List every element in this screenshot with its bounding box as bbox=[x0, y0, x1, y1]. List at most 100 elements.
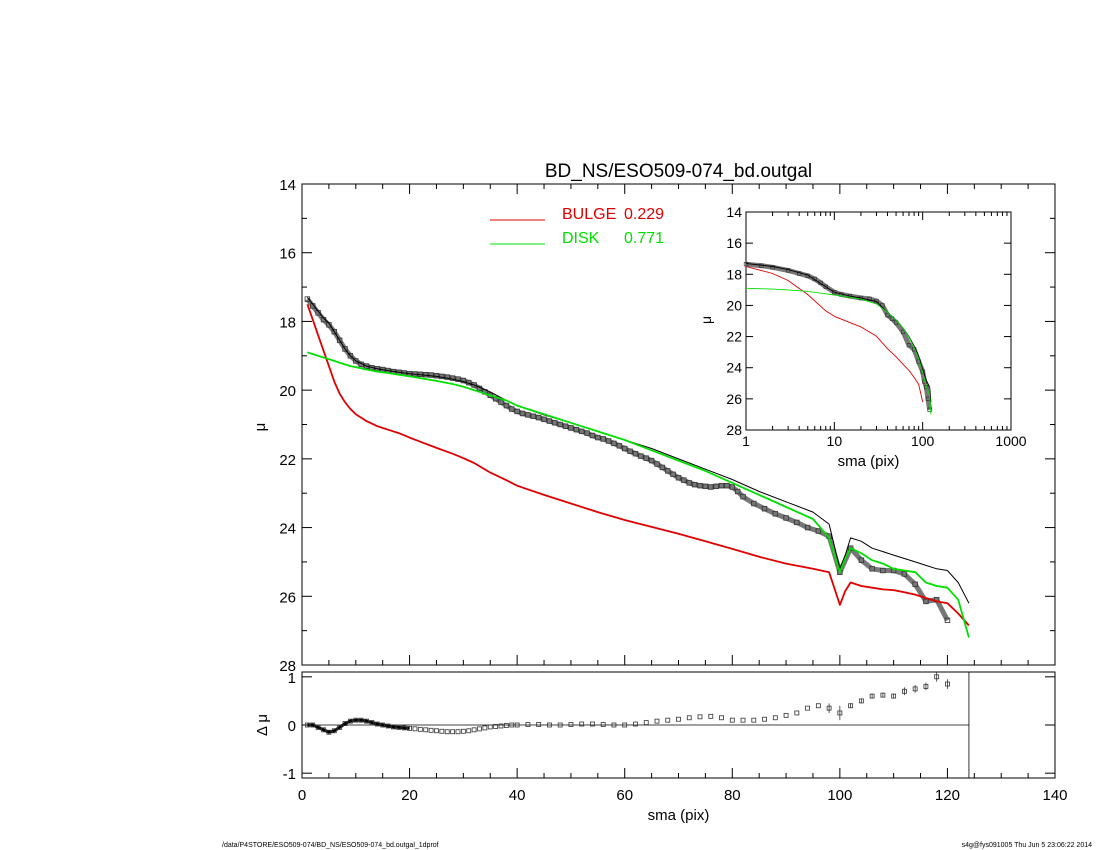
legend-value-disk: 0.771 bbox=[624, 230, 664, 247]
footer-timestamp: s4g@fys091005 Thu Jun 5 23:06:22 2014 bbox=[961, 842, 1092, 849]
inset-observed-point bbox=[818, 280, 823, 285]
residual-point bbox=[762, 716, 767, 722]
xtick-label: 120 bbox=[935, 787, 960, 804]
inset-xtick-label: 1000 bbox=[995, 433, 1026, 449]
legend-value-bulge: 0.229 bbox=[624, 206, 664, 223]
main-ytick-label: 22 bbox=[279, 452, 296, 469]
residual-point bbox=[503, 723, 509, 728]
inset-observed-point bbox=[906, 342, 912, 348]
observed-point bbox=[654, 461, 660, 467]
xtick-label: 80 bbox=[724, 787, 741, 804]
residual-point bbox=[525, 722, 531, 727]
inset-disk-line bbox=[745, 287, 932, 415]
observed-point bbox=[648, 457, 655, 464]
residual-point bbox=[708, 713, 714, 719]
observed-point bbox=[708, 484, 714, 490]
residual-point bbox=[590, 721, 595, 727]
observed-point bbox=[729, 484, 735, 490]
residual-ytick-label: -1 bbox=[283, 766, 296, 783]
observed-point bbox=[331, 329, 337, 335]
observed-point bbox=[858, 557, 865, 563]
observed-point bbox=[444, 374, 450, 380]
residual-point bbox=[455, 729, 461, 735]
observed-point bbox=[611, 440, 617, 447]
residual-point bbox=[611, 722, 617, 728]
residual-point bbox=[794, 710, 800, 716]
residual-point bbox=[880, 692, 886, 698]
observed-point bbox=[573, 426, 580, 433]
inset-observed-point bbox=[743, 262, 749, 267]
residual-point bbox=[310, 722, 316, 728]
observed-point bbox=[562, 423, 569, 429]
observed-point bbox=[627, 448, 633, 454]
inset-xlabel: sma (pix) bbox=[838, 453, 900, 470]
observed-point bbox=[751, 500, 757, 507]
residual-point bbox=[783, 712, 789, 718]
observed-point bbox=[638, 453, 644, 459]
residual-point bbox=[380, 722, 386, 728]
residual-point bbox=[439, 728, 445, 734]
inset-xtick-label: 1 bbox=[742, 433, 750, 449]
inset-ylabel: μ bbox=[698, 316, 714, 324]
residual-point bbox=[326, 729, 332, 735]
observed-point bbox=[665, 468, 671, 474]
residual-point bbox=[772, 715, 778, 721]
residual-point bbox=[536, 722, 542, 727]
observed-point bbox=[761, 505, 768, 512]
residual-point bbox=[487, 724, 493, 730]
residual-point bbox=[751, 717, 757, 723]
observed-point bbox=[713, 483, 719, 490]
residual-point bbox=[805, 705, 810, 711]
residual-point bbox=[498, 723, 504, 729]
residual-point bbox=[369, 720, 375, 725]
observed-point bbox=[530, 413, 536, 419]
observed-point bbox=[519, 410, 526, 417]
observed-point bbox=[347, 353, 354, 359]
residual-point bbox=[482, 725, 488, 731]
observed-point bbox=[772, 511, 779, 517]
residual-point bbox=[315, 725, 321, 730]
inset-bulge-line bbox=[745, 266, 924, 403]
residual-point bbox=[858, 698, 864, 704]
inset-ytick-label: 16 bbox=[726, 235, 742, 251]
xtick-label: 60 bbox=[616, 787, 633, 804]
main-ytick-label: 16 bbox=[279, 246, 296, 263]
observed-point bbox=[923, 598, 929, 605]
residual-point bbox=[444, 729, 450, 735]
observed-point bbox=[541, 416, 547, 423]
residual-point bbox=[912, 686, 918, 692]
residual-point bbox=[460, 728, 466, 734]
xtick-label: 100 bbox=[827, 787, 852, 804]
inset-observed-point bbox=[867, 296, 872, 302]
residual-point bbox=[891, 693, 897, 699]
observed-point bbox=[304, 296, 311, 302]
observed-point bbox=[847, 545, 854, 551]
observed-point bbox=[498, 399, 504, 405]
residual-point bbox=[509, 722, 515, 728]
xtick-label: 0 bbox=[298, 787, 306, 804]
residual-point bbox=[815, 703, 821, 709]
observed-point bbox=[589, 432, 596, 439]
observed-point bbox=[675, 475, 682, 481]
observed-point bbox=[353, 358, 359, 364]
residual-point bbox=[633, 721, 638, 727]
observed-point bbox=[514, 408, 520, 415]
residual-point bbox=[826, 705, 832, 711]
residual-ytick-label: 0 bbox=[288, 718, 296, 735]
observed-point bbox=[632, 451, 639, 457]
observed-point bbox=[525, 412, 531, 418]
observed-point bbox=[557, 421, 563, 428]
observed-point bbox=[449, 375, 456, 381]
xtick-label: 20 bbox=[401, 787, 418, 804]
residual-point bbox=[837, 710, 843, 716]
residual-point bbox=[466, 728, 472, 734]
residual-point bbox=[547, 722, 552, 728]
inset-xtick-label: 10 bbox=[827, 433, 843, 449]
xtick-label: 140 bbox=[1042, 787, 1067, 804]
observed-point bbox=[724, 482, 730, 489]
observed-point bbox=[546, 418, 553, 424]
residual-inner-band bbox=[307, 718, 410, 734]
residual-point bbox=[557, 722, 563, 728]
observed-point bbox=[428, 372, 434, 378]
residual-point bbox=[676, 716, 681, 722]
